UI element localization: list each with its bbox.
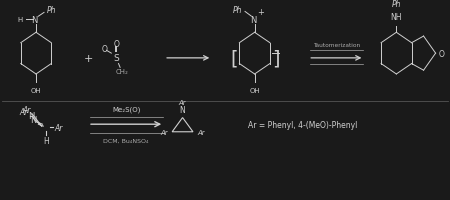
- Text: S: S: [113, 54, 119, 63]
- Text: O: O: [439, 49, 445, 58]
- Text: Ph: Ph: [47, 6, 57, 15]
- Text: Tautomerization: Tautomerization: [313, 43, 360, 48]
- Text: CH₂: CH₂: [116, 69, 129, 75]
- Text: OH: OH: [249, 88, 260, 94]
- Text: Ar: Ar: [22, 105, 31, 114]
- Text: H: H: [44, 136, 50, 145]
- Text: H: H: [17, 17, 22, 23]
- Text: Ar = Phenyl, 4-(MeO)-Phenyl: Ar = Phenyl, 4-(MeO)-Phenyl: [248, 120, 358, 129]
- Text: O: O: [101, 45, 107, 54]
- Text: ]: ]: [273, 49, 280, 68]
- Text: +: +: [83, 54, 93, 64]
- Text: N: N: [28, 112, 34, 121]
- Text: NH: NH: [391, 13, 402, 22]
- Text: Ar: Ar: [160, 129, 168, 135]
- Text: N: N: [250, 15, 256, 24]
- Text: Ph: Ph: [392, 0, 401, 9]
- Text: Ar: Ar: [20, 108, 28, 117]
- Text: [: [: [230, 49, 238, 68]
- Text: Ar: Ar: [179, 100, 186, 106]
- Text: Ph: Ph: [233, 6, 243, 15]
- Text: N: N: [31, 115, 37, 124]
- Text: OH: OH: [31, 88, 41, 94]
- Text: Ar: Ar: [54, 123, 63, 132]
- Text: N: N: [31, 15, 38, 24]
- Text: Me₂S(O): Me₂S(O): [112, 106, 140, 113]
- Text: DCM, Bu₄NSO₄: DCM, Bu₄NSO₄: [104, 138, 149, 143]
- Text: +: +: [257, 8, 265, 17]
- Text: Ar: Ar: [197, 129, 205, 135]
- Text: N: N: [180, 105, 185, 114]
- Text: O: O: [113, 40, 119, 49]
